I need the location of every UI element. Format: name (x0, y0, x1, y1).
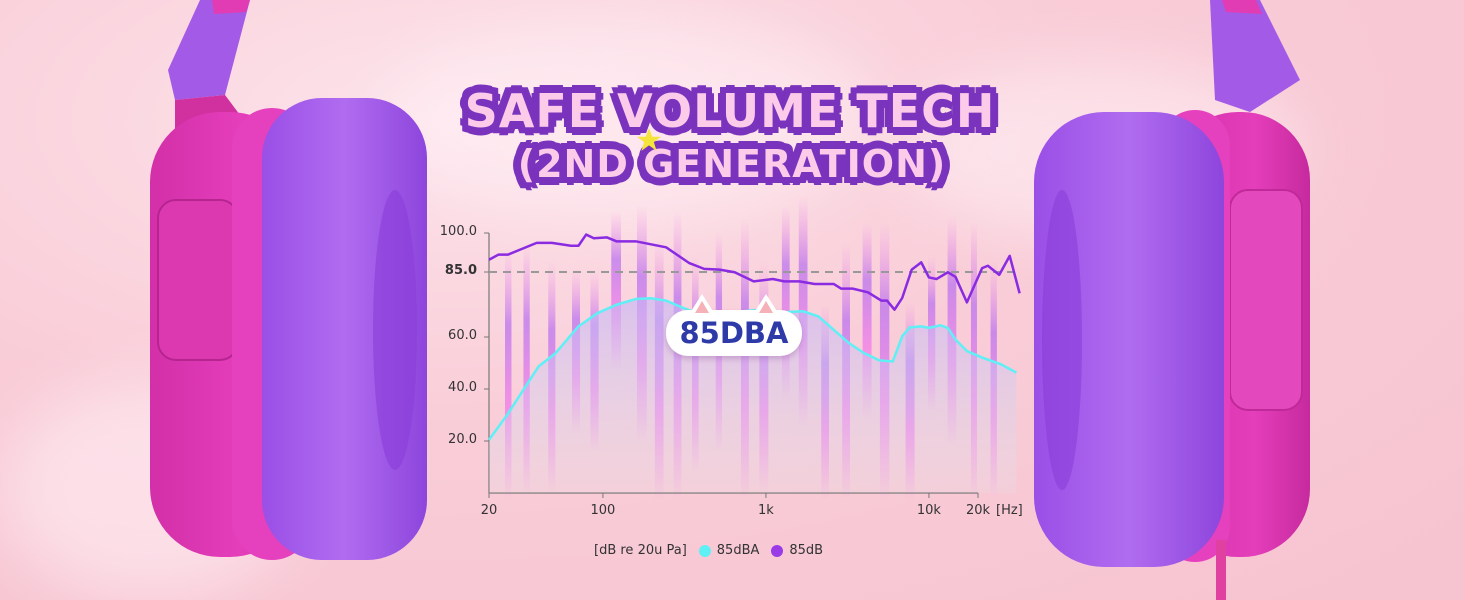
legend-label-85db: 85dB (789, 543, 824, 558)
series-line-85db (488, 233, 1021, 311)
title-line-2: (2ND GENERATION) (517, 142, 947, 186)
title-line-1: SAFE VOLUME TECH (464, 84, 996, 138)
background-bar (862, 221, 872, 420)
left-headband (168, 0, 250, 100)
x-unit-label: [Hz] (996, 503, 1023, 518)
cat-ear-icon (752, 294, 780, 316)
badge-85dba: 85DBA (666, 294, 802, 356)
background-cloud (380, 20, 880, 220)
chart-legend: [dB re 20u Pa] 85dBA 85dB (594, 543, 823, 558)
background-bar (947, 215, 957, 445)
background-bar (523, 243, 530, 495)
cat-ear-icon (688, 294, 716, 316)
y-tick-label: 100.0 (439, 224, 477, 239)
x-tick-label: 20k (965, 503, 991, 518)
x-tick-label: 20 (480, 503, 498, 518)
x-tick-label: 100 (590, 503, 616, 518)
legend-dot-85dba (698, 544, 711, 557)
right-cushion (1034, 112, 1224, 567)
y-tick-label: 40.0 (448, 380, 477, 395)
y-tick-label: 60.0 (448, 328, 477, 343)
star-icon (637, 128, 661, 151)
x-tick-label: 10k (916, 503, 941, 518)
y-tick-label: 85.0 (444, 263, 477, 278)
background-bar (505, 248, 512, 500)
x-tick-label: 1k (758, 503, 774, 518)
series-85dba-area (489, 298, 1017, 493)
cable (1216, 540, 1226, 600)
right-earcup (1034, 0, 1310, 600)
y-tick-label: 20.0 (448, 432, 477, 447)
right-headband (1210, 0, 1300, 112)
y-unit-label: [dB re 20u Pa] (594, 543, 687, 558)
legend-label-85dba: 85dBA (716, 543, 760, 558)
legend-dot-85db (771, 544, 784, 557)
background-bar (781, 206, 790, 402)
left-earcup (150, 0, 427, 560)
background-bar (611, 211, 622, 372)
badge-text: 85DBA (679, 316, 789, 350)
